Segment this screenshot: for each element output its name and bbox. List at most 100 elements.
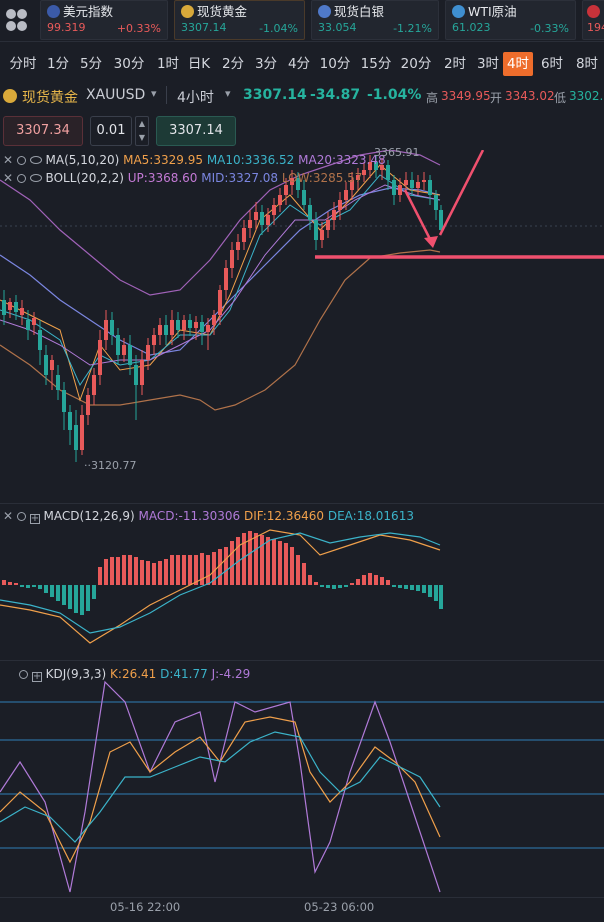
candle [326, 220, 330, 230]
high-price-marker: 3365.91 [374, 146, 420, 159]
ticker-name: 现货白银 [334, 4, 385, 19]
tab-20分[interactable]: 20分 [400, 56, 432, 72]
tab-日K[interactable]: 日K [187, 56, 211, 72]
tab-1分[interactable]: 1分 [46, 56, 70, 72]
close-icon[interactable]: ✕ [3, 171, 14, 185]
dif-line [0, 529, 441, 644]
close-icon[interactable]: ✕ [3, 509, 14, 523]
candle [194, 322, 198, 328]
macd-bar [278, 541, 282, 585]
ticker-spot-silver[interactable]: 现货白银 33.054 -1.21% [311, 0, 439, 40]
lot-input[interactable]: 0.01 [90, 116, 132, 146]
tab-8时[interactable]: 8时 [575, 56, 599, 72]
tab-4时[interactable]: 4时 [503, 52, 533, 76]
plus-icon[interactable]: + [31, 671, 42, 682]
tab-6时[interactable]: 6时 [540, 56, 564, 72]
flag-icon [587, 5, 600, 18]
lot-stepper[interactable]: ▲ ▼ [135, 116, 149, 146]
candle [158, 325, 162, 335]
ticker-spot-gold[interactable]: 现货黄金 3307.14 -1.04% [174, 0, 305, 40]
macd-bar [368, 573, 372, 585]
tab-3分[interactable]: 3分 [254, 56, 278, 72]
candle [128, 345, 132, 365]
apps-grid-icon[interactable] [0, 0, 34, 40]
ticker-price: 99.319 [47, 21, 86, 34]
tab-15分[interactable]: 15分 [360, 56, 392, 72]
ticker-wti-oil[interactable]: WTI原油 61.023 -0.33% [445, 0, 576, 40]
sell-price-button[interactable]: 3307.34 [3, 116, 83, 146]
candle [368, 162, 372, 170]
candle [98, 340, 102, 375]
candle [26, 320, 30, 330]
macd-bar [2, 580, 6, 585]
macd-bar [62, 585, 66, 605]
ticker-name: 现货黄金 [197, 4, 248, 19]
tab-4分[interactable]: 4分 [287, 56, 311, 72]
macd-bar [8, 582, 12, 585]
candle [164, 325, 168, 335]
tab-3时[interactable]: 3时 [476, 56, 500, 72]
candle [278, 195, 282, 205]
period-dropdown-icon[interactable]: ▾ [225, 87, 231, 100]
tab-2分[interactable]: 2分 [221, 56, 245, 72]
stepper-up-icon[interactable]: ▲ [138, 119, 146, 128]
eye-icon[interactable] [29, 156, 42, 164]
eye-icon[interactable] [29, 174, 42, 182]
macd-bar [386, 580, 390, 585]
candle [62, 390, 66, 412]
tab-分时[interactable]: 分时 [9, 56, 37, 72]
macd-bar [302, 563, 306, 585]
ma5-value: MA5:3329.95 [123, 153, 203, 167]
symbol-dropdown-icon[interactable]: ▾ [151, 87, 157, 100]
candlestick-chart[interactable] [0, 150, 604, 500]
macd-chart[interactable] [0, 505, 604, 655]
candle [422, 180, 426, 182]
kdj-chart[interactable] [0, 662, 604, 897]
macd-bar [92, 585, 96, 599]
period-select[interactable]: 4小时 [177, 90, 214, 106]
gear-icon[interactable] [16, 512, 26, 521]
candle [434, 195, 438, 210]
stepper-down-icon[interactable]: ▼ [138, 133, 146, 142]
tab-1时[interactable]: 1时 [156, 56, 180, 72]
close-icon[interactable]: ✕ [3, 153, 14, 167]
tab-30分[interactable]: 30分 [113, 56, 145, 72]
macd-bar [164, 559, 168, 585]
candle [356, 175, 360, 180]
macd-bar [320, 585, 324, 587]
kdj-legend: + KDJ(9,3,3) K:26.41 D:41.77 J:-4.29 [3, 666, 250, 682]
gear-icon[interactable] [16, 156, 26, 165]
plus-icon[interactable]: + [29, 513, 40, 524]
boll-low-value: LOW:3285.57 [281, 171, 363, 185]
tab-5分[interactable]: 5分 [79, 56, 103, 72]
macd-bar [128, 555, 132, 585]
boll-mid-line [0, 187, 441, 356]
macd-bar [158, 561, 162, 585]
ticker-usd-index[interactable]: 美元指数 99.319 +0.33% [40, 0, 168, 40]
boll-name: BOLL(20,2,2) [45, 171, 124, 185]
candle [296, 178, 300, 190]
ticker-partial[interactable]: 194 [582, 0, 604, 40]
macd-bar [296, 555, 300, 585]
tab-2时[interactable]: 2时 [443, 56, 467, 72]
tab-10分[interactable]: 10分 [319, 56, 351, 72]
macd-bar [176, 555, 180, 585]
symbol-name[interactable]: 现货黄金 [22, 90, 78, 106]
macd-bar [439, 585, 443, 609]
buy-price-button[interactable]: 3307.14 [156, 116, 236, 146]
kdj-name: KDJ(9,3,3) [45, 667, 107, 681]
candle [74, 425, 78, 450]
ma20-line [0, 184, 441, 366]
time-label: 05-23 06:00 [304, 900, 375, 914]
candle [272, 205, 276, 215]
gear-icon[interactable] [16, 174, 26, 183]
low-value: 3302.3 [569, 89, 604, 103]
gear-icon[interactable] [19, 670, 28, 679]
macd-bar [308, 575, 312, 585]
ticker-name: 美元指数 [63, 4, 114, 19]
candle [134, 365, 138, 385]
ticker-price: 33.054 [318, 21, 357, 34]
ma-name: MA(5,10,20) [45, 153, 120, 167]
macd-name: MACD(12,26,9) [43, 509, 135, 523]
candle [140, 360, 144, 385]
